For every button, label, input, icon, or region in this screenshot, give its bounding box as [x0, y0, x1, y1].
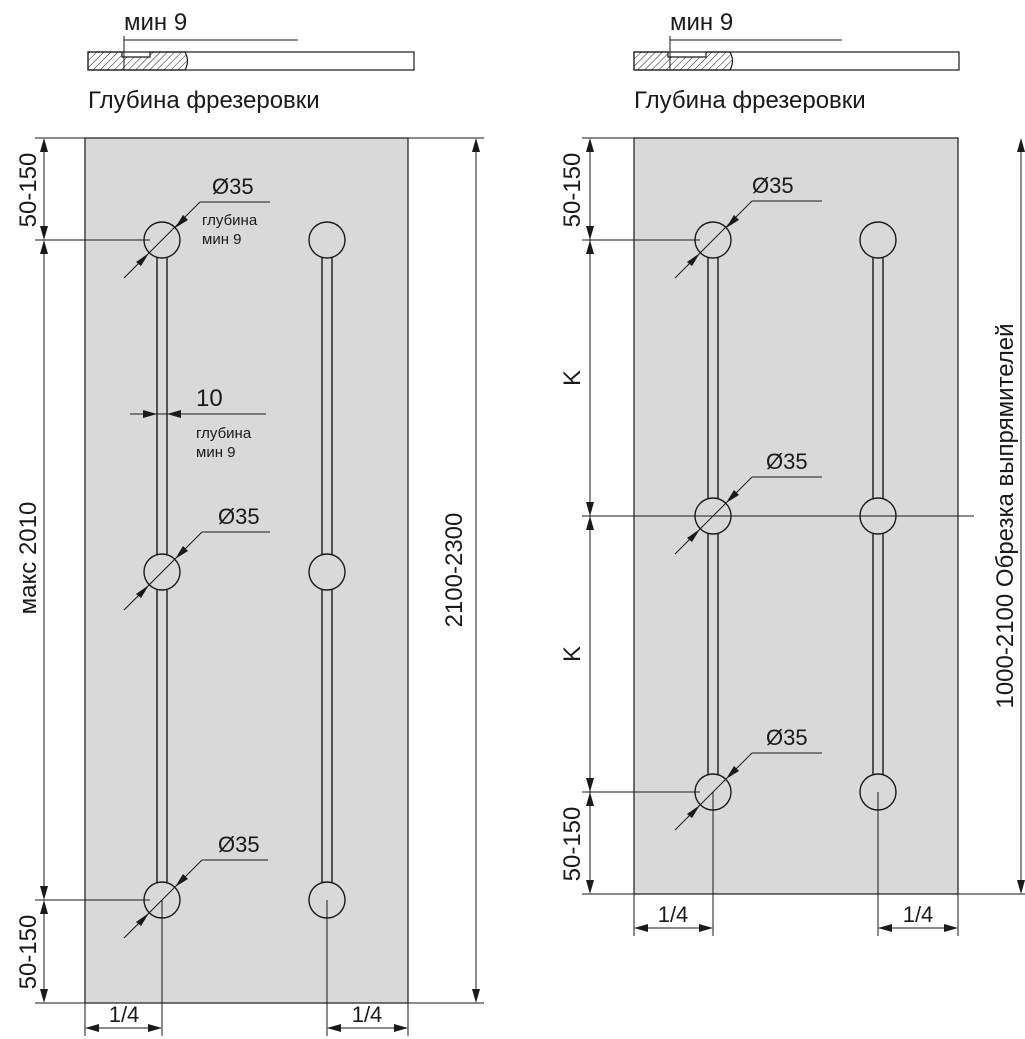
left-quarter-left-label: 1/4 [109, 1002, 140, 1027]
right-k-upper-label: K [559, 370, 586, 386]
right-hole-bottom-diameter: Ø35 [766, 725, 808, 750]
left-total-height-label: 2100-2300 [441, 513, 468, 628]
left-hole-callout-mid: Ø35 [123, 504, 270, 611]
right-hole-callout-bottom: Ø35 [674, 725, 822, 831]
right-hole-callout-mid: Ø35 [674, 449, 822, 555]
left-groove-width-label: 10 [196, 385, 223, 412]
right-bottom-offset-label: 50-150 [559, 807, 586, 882]
left-top-offset-label: 50-150 [15, 153, 42, 228]
left-hole-top-right [308, 221, 346, 259]
left-quarter-right-label: 1/4 [352, 1002, 383, 1027]
left-panel [84, 137, 409, 1004]
left-min-depth-label: мин 9 [124, 9, 187, 36]
right-section-caption: Глубина фрезеровки [634, 87, 866, 114]
left-hole-mid-right [308, 553, 346, 591]
right-hole-callout-top: Ø35 [674, 173, 822, 279]
left-max-length-label: макс 2010 [15, 502, 42, 615]
left-groove-note-2: мин 9 [196, 444, 236, 461]
left-total-height-dim: 2100-2300 [408, 137, 484, 1004]
right-min-depth-label: мин 9 [670, 9, 733, 36]
left-hole-bottom-diameter: Ø35 [218, 832, 260, 857]
left-hole-top-diameter: Ø35 [212, 174, 254, 199]
right-height-dim: 1000-2100 Обрезка выпрямителей [958, 138, 1025, 895]
left-section-caption: Глубина фрезеровки [88, 87, 320, 114]
left-groove-width-callout: 10 глубина мин 9 [130, 385, 266, 461]
right-quarter-left-label: 1/4 [658, 902, 689, 927]
left-bottom-offset-dim: 50-150 [15, 899, 150, 1004]
right-section-detail: мин 9 Глубина фрезеровки [633, 9, 960, 114]
left-hole-top-note-1: глубина [202, 212, 258, 229]
left-groove-note-1: глубина [196, 425, 252, 442]
left-section-detail: мин 9 Глубина фрезеровки [87, 9, 415, 114]
right-quarter-dims: 1/4 1/4 [633, 792, 959, 936]
right-top-offset-label: 50-150 [559, 153, 586, 228]
right-quarter-right-label: 1/4 [903, 902, 934, 927]
left-drawing: мин 9 Глубина фрезеровки 50-150 [15, 9, 484, 1036]
right-hole-top-right [859, 221, 897, 259]
left-bottom-offset-label: 50-150 [15, 915, 42, 990]
left-max-length-dim: макс 2010 [15, 240, 48, 900]
right-drawing: мин 9 Глубина фрезеровки [559, 9, 1025, 936]
left-hole-mid-diameter: Ø35 [218, 504, 260, 529]
right-height-note: 1000-2100 Обрезка выпрямителей [992, 323, 1019, 708]
right-k-lower-label: K [559, 646, 586, 662]
left-hole-top-note-2: мин 9 [202, 231, 242, 248]
left-hole-callout-bottom: Ø35 [123, 832, 268, 939]
left-quarter-dims: 1/4 1/4 [84, 900, 409, 1036]
left-top-offset-dim: 50-150 [15, 137, 150, 241]
right-vertical-dims: 50-150 K K 50-150 [559, 137, 974, 895]
right-hole-mid-diameter: Ø35 [766, 449, 808, 474]
right-hole-top-diameter: Ø35 [752, 173, 794, 198]
left-hole-callout-top: Ø35 глубина мин 9 [123, 174, 270, 279]
